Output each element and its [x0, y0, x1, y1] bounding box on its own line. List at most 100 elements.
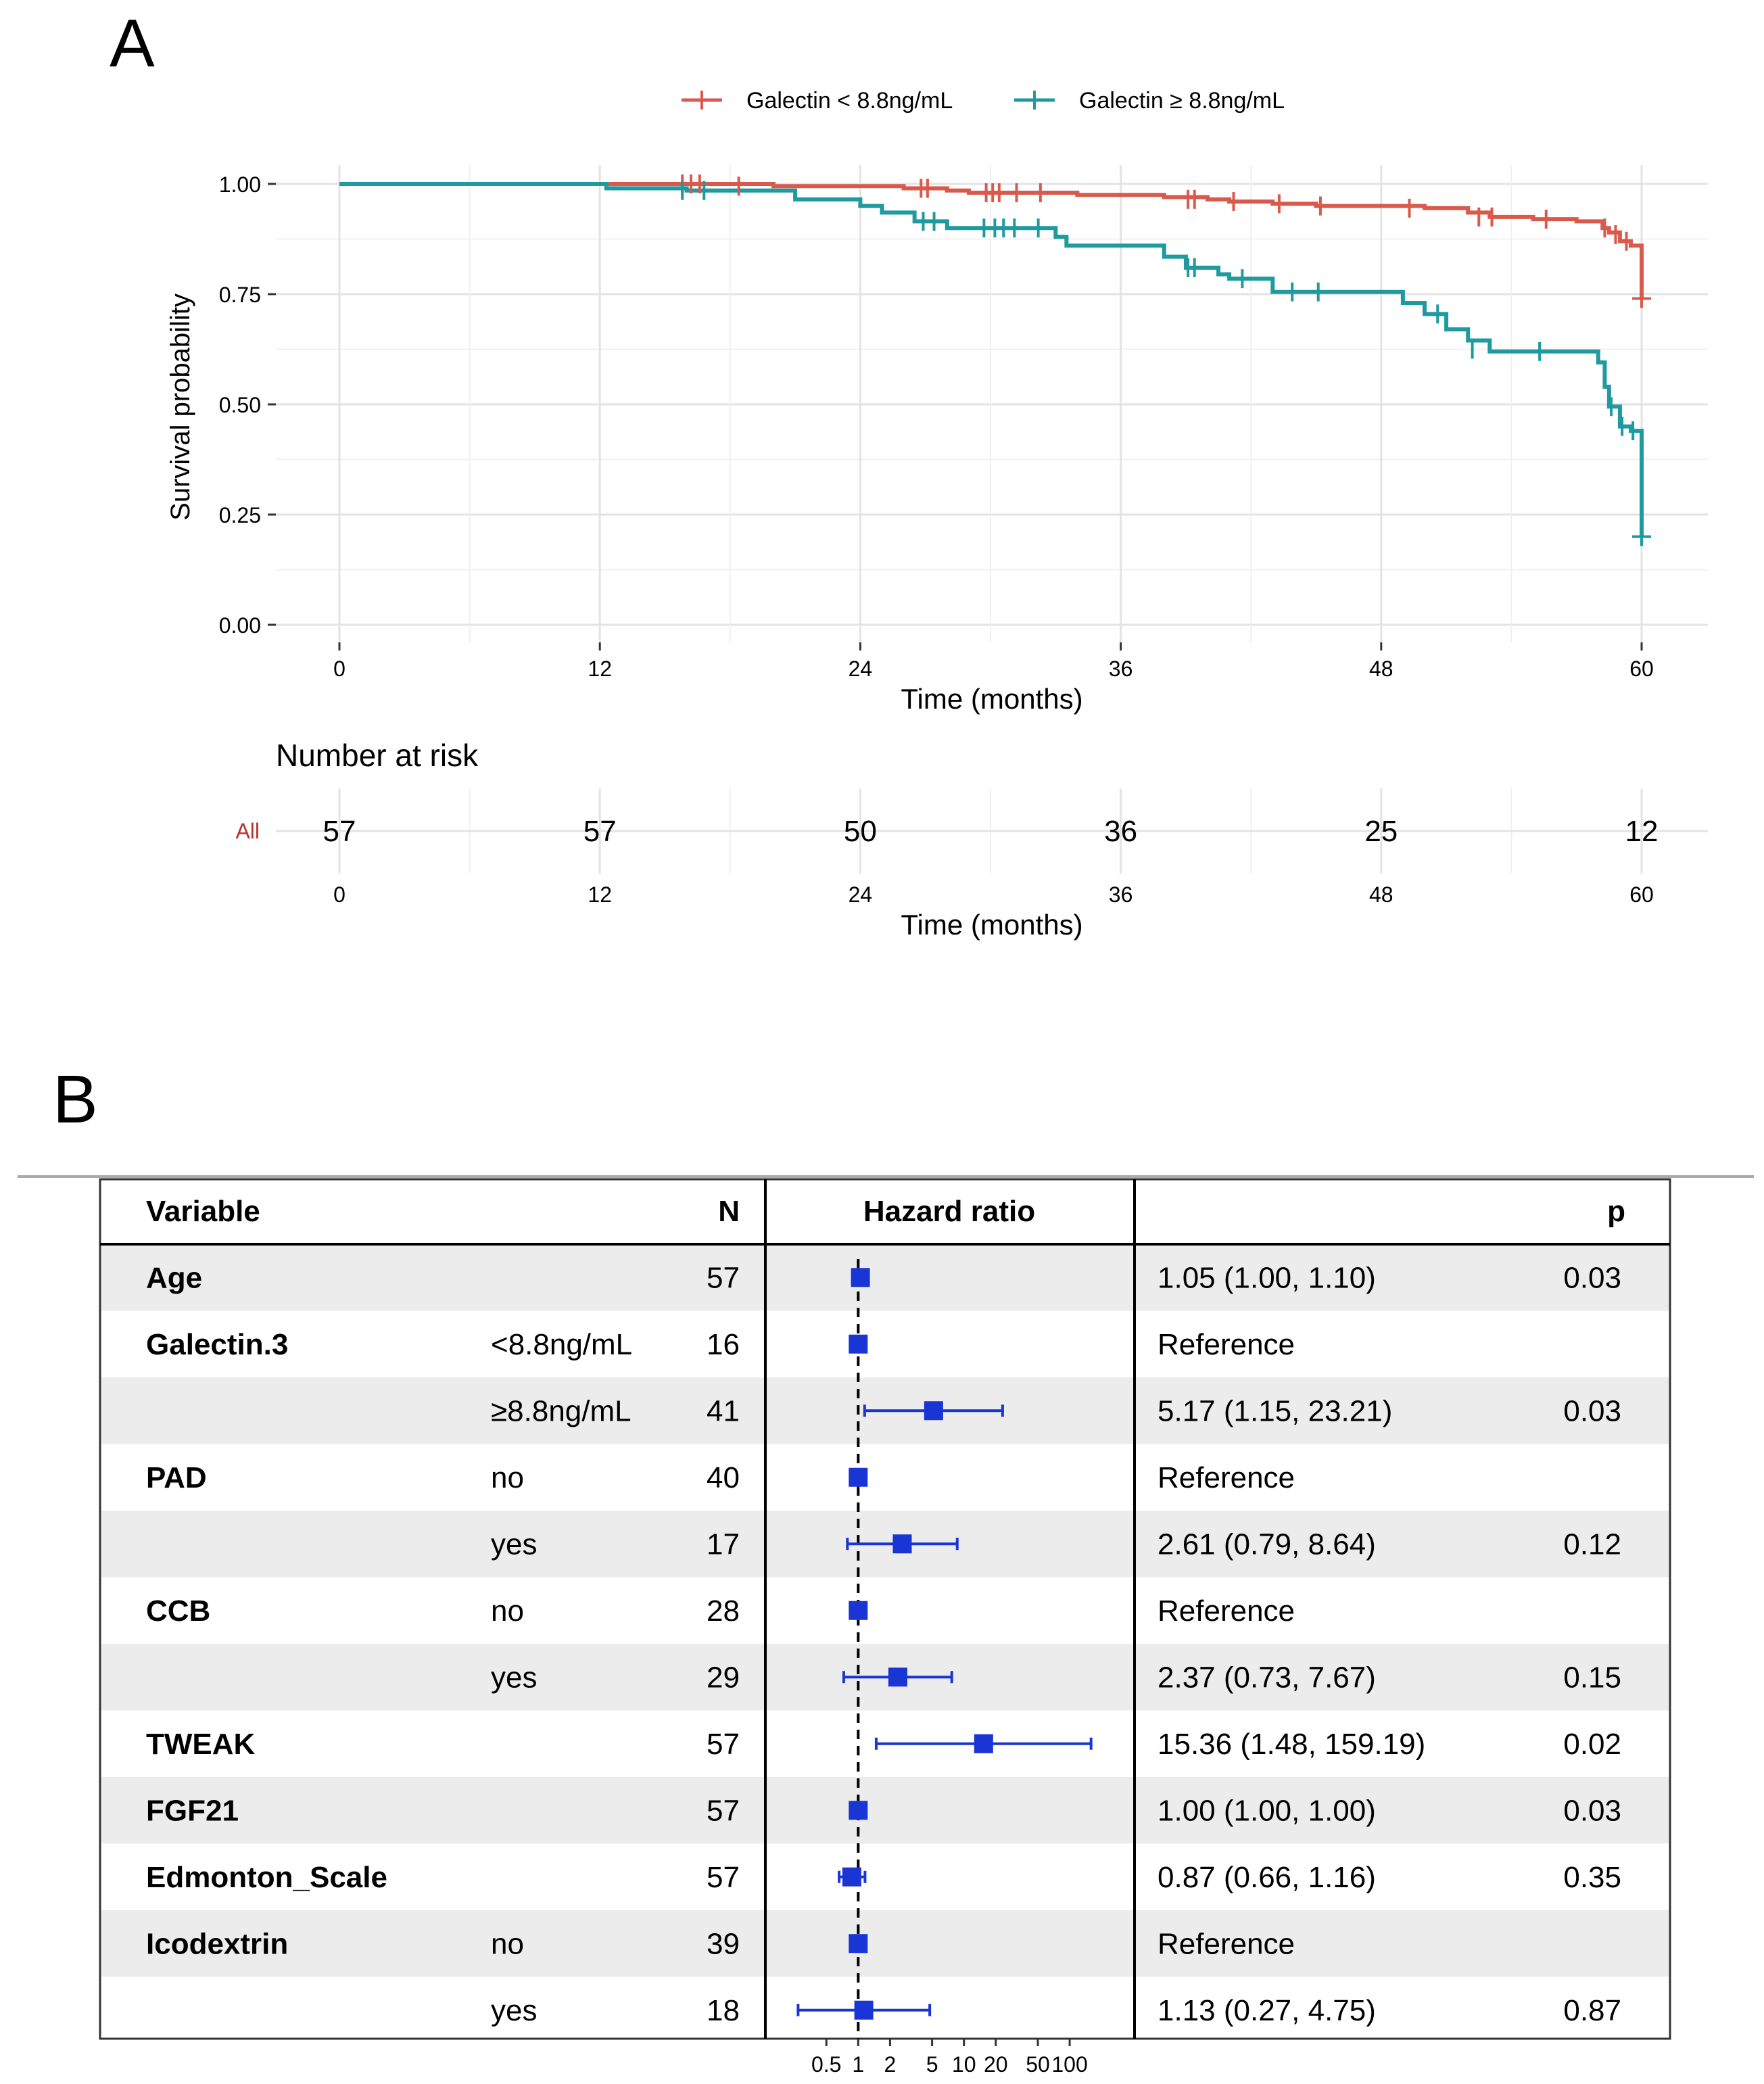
forest-point-estimate: [849, 1334, 868, 1354]
risk-x-tick-label: 60: [1629, 882, 1654, 907]
forest-level: no: [491, 1461, 524, 1494]
km-y-tick-label: 0.25: [219, 503, 261, 527]
forest-point-estimate: [854, 2000, 874, 2020]
forest-axis-tick-label: 100: [1051, 2052, 1087, 2077]
forest-p-value: 0.03: [1563, 1261, 1621, 1294]
forest-axis-tick-label: 2: [884, 2052, 896, 2077]
forest-header-hazard-ratio: Hazard ratio: [863, 1195, 1035, 1228]
forest-variable: PAD: [146, 1461, 207, 1494]
km-x-tick-label: 0: [333, 657, 345, 681]
km-y-tick-label: 1.00: [219, 172, 261, 197]
forest-point-estimate: [842, 1867, 861, 1887]
forest-n: 57: [707, 1861, 740, 1894]
forest-level: no: [491, 1594, 524, 1628]
forest-variable: Edmonton_Scale: [146, 1861, 387, 1894]
km-x-tick-label: 60: [1629, 657, 1654, 681]
forest-axis-tick-label: 0.5: [811, 2052, 841, 2077]
forest-n: 16: [707, 1328, 740, 1361]
km-x-tick-label: 36: [1109, 657, 1133, 681]
panel-label-b: B: [53, 1062, 98, 1137]
forest-ci-text: 2.37 (0.73, 7.67): [1158, 1661, 1376, 1694]
forest-variable: CCB: [146, 1594, 210, 1628]
legend-label-low: Galectin < 8.8ng/mL: [746, 88, 953, 114]
forest-point-estimate: [974, 1734, 993, 1753]
forest-header-n: N: [718, 1195, 740, 1228]
forest-panel: Variable N Hazard ratio p Age 57 1.05 (1.0…: [18, 1175, 1754, 2077]
risk-x-tick-label: 36: [1109, 882, 1133, 907]
risk-x-tick-label: 0: [333, 882, 345, 907]
forest-level: ≥8.8ng/mL: [491, 1394, 631, 1427]
forest-p-value: 0.03: [1563, 1794, 1621, 1827]
forest-point-estimate: [849, 1601, 868, 1620]
risk-x-tick-label: 48: [1369, 882, 1393, 907]
forest-point-estimate: [851, 1268, 870, 1287]
forest-ci-text: 0.87 (0.66, 1.16): [1158, 1861, 1376, 1894]
risk-count: 25: [1364, 815, 1398, 848]
km-y-tick-label: 0.75: [219, 283, 261, 307]
forest-ci-text: Reference: [1158, 1328, 1295, 1361]
forest-ci-text: 2.61 (0.79, 8.64): [1158, 1528, 1376, 1561]
forest-p-value: 0.12: [1563, 1528, 1621, 1561]
risk-x-axis-label: Time (months): [901, 909, 1082, 941]
forest-n: 29: [707, 1661, 740, 1694]
forest-point-estimate: [892, 1534, 912, 1554]
forest-n: 18: [707, 1994, 740, 2027]
forest-n: 41: [707, 1394, 740, 1427]
legend-label-high: Galectin ≥ 8.8ng/mL: [1079, 88, 1285, 114]
forest-axis-ticks: 0.5 1 2 5 10 20 50 100: [811, 2039, 1088, 2077]
risk-x-tick-label: 12: [588, 882, 612, 907]
km-y-tick-label: 0.50: [219, 393, 261, 417]
km-y-axis-label: Survival probability: [166, 293, 195, 521]
forest-p-value: 0.15: [1563, 1661, 1621, 1694]
risk-stratum-label: All: [235, 819, 260, 843]
km-curve-low: [339, 182, 1644, 299]
forest-n: 17: [707, 1528, 740, 1561]
risk-count: 12: [1625, 815, 1659, 848]
forest-p-value: 0.02: [1563, 1728, 1621, 1761]
forest-p-value: 0.03: [1563, 1394, 1621, 1427]
risk-count: 36: [1104, 815, 1137, 848]
risk-count: 57: [583, 815, 617, 848]
forest-n: 40: [707, 1461, 740, 1494]
forest-n: 28: [707, 1594, 740, 1628]
forest-point-estimate: [888, 1667, 907, 1687]
km-x-tick-label: 24: [849, 657, 873, 681]
km-legend: Galectin < 8.8ng/mL Galectin ≥ 8.8ng/mL: [682, 88, 1285, 114]
risk-x-tick-label: 24: [849, 882, 873, 907]
forest-axis-tick-label: 10: [952, 2052, 976, 2077]
forest-ci-text: Reference: [1158, 1461, 1295, 1494]
forest-level: no: [491, 1927, 524, 1960]
risk-counts: 57 57 50 36 25 12: [323, 815, 1659, 848]
km-x-tick-label: 12: [588, 657, 612, 681]
forest-n: 57: [707, 1728, 740, 1761]
forest-ci-text: 1.05 (1.00, 1.10): [1158, 1261, 1376, 1294]
km-censor-marks: [681, 174, 1651, 546]
forest-level: <8.8ng/mL: [491, 1328, 632, 1361]
forest-ci-text: Reference: [1158, 1594, 1295, 1628]
forest-ci-text: 1.00 (1.00, 1.00): [1158, 1794, 1376, 1827]
forest-table-border: [99, 1178, 1671, 2040]
forest-axis-tick-label: 5: [926, 2052, 938, 2077]
forest-variable: Galectin.3: [146, 1328, 288, 1361]
forest-axis-tick-label: 1: [852, 2052, 864, 2077]
forest-ci-text: 5.17 (1.15, 23.21): [1158, 1394, 1392, 1427]
forest-variable: Icodextrin: [146, 1927, 288, 1960]
risk-count: 57: [323, 815, 356, 848]
forest-header-p: p: [1607, 1195, 1625, 1228]
forest-row-stripe: [101, 1244, 1669, 1311]
forest-p-value: 0.87: [1563, 1994, 1621, 2027]
km-y-ticks: 0.00 0.25 0.50 0.75 1.00: [219, 172, 276, 638]
forest-n: 39: [707, 1927, 740, 1960]
forest-variable: TWEAK: [146, 1728, 256, 1761]
forest-ci-text: 15.36 (1.48, 159.19): [1158, 1728, 1425, 1761]
forest-variable: FGF21: [146, 1794, 239, 1827]
forest-point-estimate: [849, 1801, 868, 1820]
km-x-tick-label: 48: [1369, 657, 1393, 681]
km-x-axis-label: Time (months): [901, 683, 1082, 715]
forest-axis-tick-label: 50: [1026, 2052, 1050, 2077]
risk-table-title: Number at risk: [276, 738, 479, 773]
forest-level: yes: [491, 1528, 537, 1561]
forest-n: 57: [707, 1794, 740, 1827]
km-x-ticks: 0 12 24 36 48 60: [333, 642, 1654, 681]
forest-marks: [796, 1268, 1093, 2020]
